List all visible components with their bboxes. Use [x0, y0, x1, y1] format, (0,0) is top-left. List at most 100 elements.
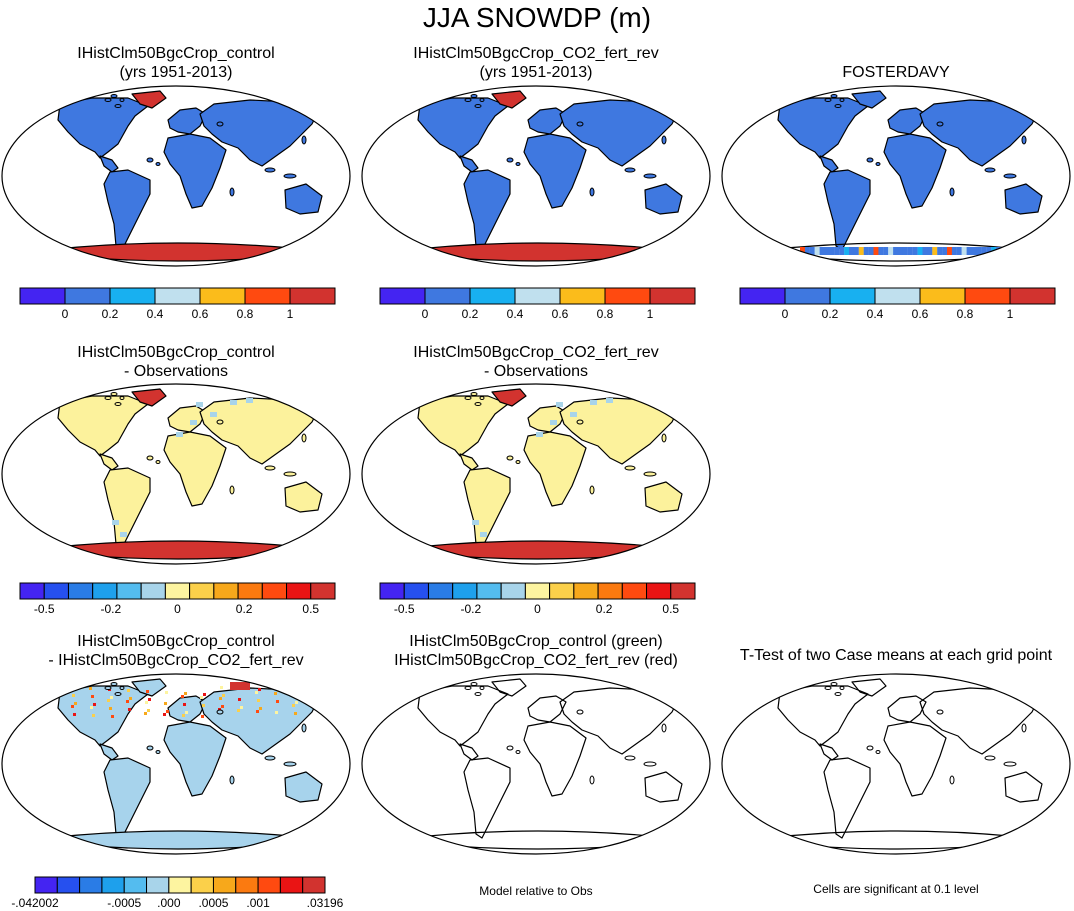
colorbar-box	[212, 876, 237, 894]
diff-cell	[221, 705, 224, 708]
map-island	[155, 750, 161, 754]
map-island	[229, 775, 235, 785]
diff-cell	[240, 706, 243, 709]
colorbar-box	[621, 582, 648, 600]
map-asia	[919, 99, 1039, 167]
map-europe	[527, 695, 567, 723]
bias-cell	[472, 520, 479, 525]
panel-2-title: IHistClm50BgcCrop_CO2_fert_rev	[413, 45, 659, 62]
map-island	[624, 167, 636, 173]
map-camerica	[819, 743, 839, 761]
colorbar-box	[279, 876, 304, 894]
colorbar-tick-label: 0.5	[302, 602, 319, 616]
map-land-group	[389, 90, 691, 262]
map-greenland	[851, 90, 887, 109]
map-australia	[644, 183, 683, 215]
diff-cell	[71, 705, 74, 708]
map-island	[824, 98, 832, 102]
map-samerica	[463, 757, 511, 839]
map-island	[949, 775, 955, 785]
antarctic-cell	[971, 247, 977, 255]
map-island	[216, 121, 224, 127]
map-island	[834, 104, 842, 108]
map-asia	[919, 687, 1039, 755]
map-land-group	[389, 388, 691, 560]
diff-cell	[90, 706, 93, 709]
map-island	[576, 419, 584, 425]
map-island	[839, 686, 845, 690]
panel-5-title: IHistClm50BgcCrop_CO2_fert_rev	[413, 344, 659, 361]
map-island	[283, 173, 297, 179]
map-island	[119, 686, 125, 690]
colorbar-box	[261, 582, 288, 600]
diff-cell-hot	[230, 682, 234, 686]
map-island	[506, 157, 514, 163]
colorbar-tick-label: 0.4	[867, 307, 884, 321]
map-europe	[887, 107, 927, 135]
antarctic-cell	[888, 247, 894, 255]
panel-4-title: IHistClm50BgcCrop_control	[77, 344, 275, 361]
diff-cell	[275, 711, 278, 714]
map-panel-1	[1, 85, 351, 267]
map-island	[474, 104, 482, 108]
bias-cell	[230, 400, 237, 405]
colorbar-panel-5: -0.5 -0.2 0 0.2 0.5	[379, 582, 696, 616]
antarctic-cell	[878, 247, 884, 255]
colorbar-box	[559, 287, 606, 305]
map-island	[104, 98, 112, 102]
map-europe	[167, 405, 207, 433]
diff-cell	[184, 692, 187, 695]
antarctic-cell	[917, 247, 923, 255]
bias-cell	[196, 402, 203, 407]
map-land-group	[29, 388, 331, 560]
map-europe	[527, 405, 567, 433]
map-africa	[523, 133, 587, 209]
diff-cell	[202, 704, 205, 707]
map-namerica	[417, 685, 509, 747]
colorbar-tick-label: 0	[782, 307, 789, 321]
colorbar-tick-label: 0.6	[192, 307, 209, 321]
diff-cell	[201, 715, 204, 718]
map-island	[589, 187, 595, 197]
colorbar-box	[469, 287, 516, 305]
map-island	[875, 750, 881, 754]
map-island	[119, 98, 125, 102]
diff-cell	[256, 710, 259, 713]
colorbar-box	[500, 582, 526, 600]
map-island	[470, 392, 478, 396]
map-asia	[559, 99, 679, 167]
map-island	[643, 761, 657, 767]
colorbar-box	[56, 876, 81, 894]
colorbar-box	[257, 876, 281, 894]
map-europe	[527, 107, 567, 135]
diff-cell-hot	[234, 686, 238, 690]
diff-cell	[258, 688, 261, 691]
map-island	[155, 460, 161, 464]
bias-cell	[176, 432, 183, 437]
map-europe	[167, 695, 207, 723]
colorbar-tick-label: 0	[534, 602, 541, 616]
colorbar-tick-label: 0.4	[507, 307, 524, 321]
map-namerica	[417, 97, 509, 159]
panel-3-title: FOSTERDAVY	[842, 64, 950, 81]
colorbar-box	[244, 287, 291, 305]
antarctic-cell	[829, 247, 835, 255]
map-island	[576, 709, 584, 715]
map-europe	[167, 107, 207, 135]
panel-8-title: T-Test of two Case means at each grid po…	[739, 647, 1053, 664]
map-africa	[163, 133, 227, 209]
map-africa	[523, 721, 587, 797]
map-island	[1021, 135, 1027, 145]
colorbar-panel-4: -0.5 -0.2 0 0.2 0.5	[19, 582, 336, 616]
map-island	[515, 750, 521, 754]
map-island	[515, 460, 521, 464]
antarctic-cell	[873, 247, 879, 255]
colorbar-tick-label: 0.6	[552, 307, 569, 321]
diff-cell	[91, 695, 94, 698]
diff-cell	[163, 713, 166, 716]
map-land-group	[749, 90, 1051, 262]
colorbar-panel-3: 0 0.2 0.4 0.6 0.8 1	[739, 287, 1056, 321]
colorbar-box	[237, 582, 263, 600]
map-island	[146, 157, 154, 163]
colorbar-box	[289, 287, 336, 305]
